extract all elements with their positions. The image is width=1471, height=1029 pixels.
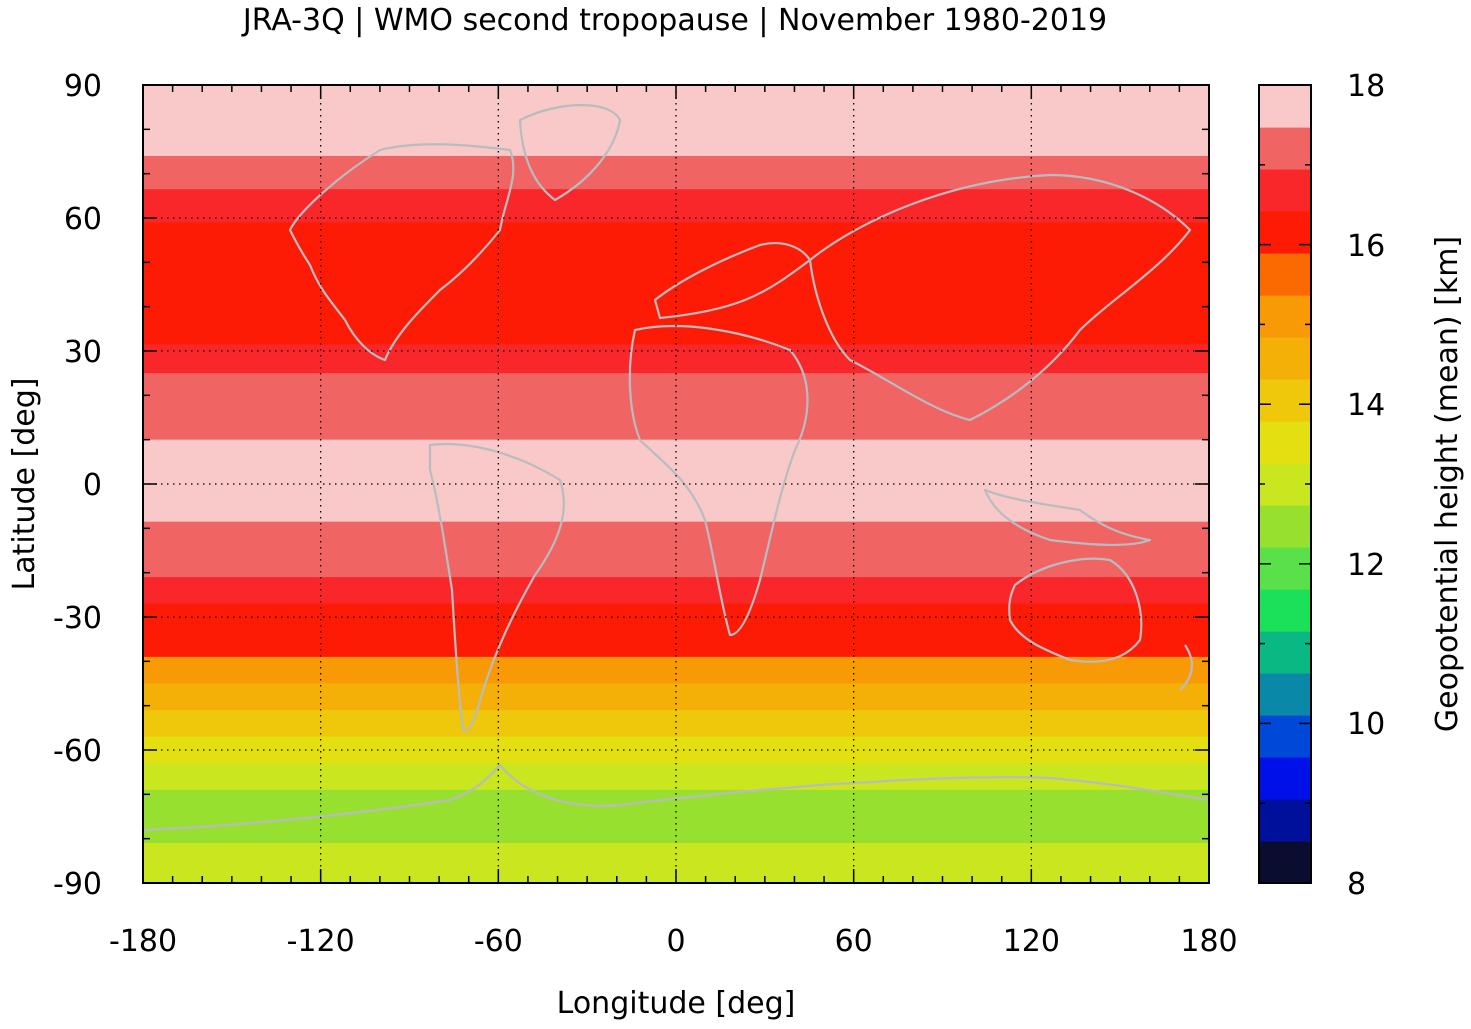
colorbar-tick-label: 16 xyxy=(1347,229,1385,264)
zonal-bands xyxy=(143,85,1209,883)
y-tick-label: 0 xyxy=(83,468,102,503)
x-axis-label: Longitude [deg] xyxy=(557,986,796,1021)
colorbar-swatch xyxy=(1259,841,1311,884)
x-tick-label: -180 xyxy=(109,924,177,959)
y-tick-label: 30 xyxy=(64,335,102,370)
colorbar-label: Geopotential height (mean) [km] xyxy=(1430,236,1465,732)
y-tick-label: -30 xyxy=(53,601,102,636)
x-tick-label: 60 xyxy=(835,924,873,959)
colorbar-swatch xyxy=(1259,211,1311,254)
africa-outline xyxy=(628,325,809,637)
colorbar-tick-label: 10 xyxy=(1347,707,1385,742)
colorbar: 18 16 14 12 10 8 Geopotential height (me… xyxy=(1258,69,1465,902)
zonal-band xyxy=(143,550,1209,578)
australia-outline xyxy=(1008,557,1143,663)
colorbar-swatch xyxy=(1259,85,1311,128)
dotted-grid xyxy=(143,85,1209,883)
y-tick-label: 90 xyxy=(64,69,102,104)
antarctica-outline xyxy=(143,763,1209,832)
colorbar-swatch xyxy=(1259,631,1311,674)
colorbar-tick-marks xyxy=(1259,84,1311,884)
y-tick-labels: 90 60 30 0 -30 -60 -90 xyxy=(53,69,102,902)
x-tick-labels: -180 -120 -60 0 60 120 180 xyxy=(109,924,1238,959)
zonal-band xyxy=(143,843,1209,868)
colorbar-swatch xyxy=(1259,169,1311,212)
x-tick-label: 120 xyxy=(1003,924,1060,959)
y-tick-label: -90 xyxy=(53,867,102,902)
zonal-band xyxy=(143,155,1209,190)
chart-title: JRA-3Q | WMO second tropopause | Novembe… xyxy=(241,3,1107,38)
indonesia-outline xyxy=(983,488,1152,547)
y-tick-label: -60 xyxy=(53,734,102,769)
y-tick-label: 60 xyxy=(64,202,102,237)
colorbar-tick-label: 12 xyxy=(1347,548,1385,583)
colorbar-swatch xyxy=(1259,799,1311,842)
colorbar-swatch xyxy=(1259,337,1311,380)
axis-tick-marks xyxy=(142,84,1210,884)
colorbar-swatch xyxy=(1259,253,1311,296)
zonal-band xyxy=(143,118,1209,157)
asia-outline xyxy=(808,173,1192,422)
colorbar-swatch xyxy=(1259,715,1311,758)
new-zealand-outline xyxy=(1179,644,1193,691)
colorbar-tick-label: 14 xyxy=(1347,388,1385,423)
zonal-band xyxy=(143,439,1209,474)
colorbar-swatches xyxy=(1259,85,1311,884)
zonal-band xyxy=(143,472,1209,496)
zonal-band xyxy=(143,344,1209,374)
zonal-band xyxy=(143,710,1209,738)
colorbar-tick-label: 18 xyxy=(1347,69,1385,104)
colorbar-swatch xyxy=(1259,127,1311,170)
north-america-outline xyxy=(288,143,515,362)
colorbar-swatch xyxy=(1259,547,1311,590)
x-tick-label: -120 xyxy=(287,924,355,959)
colorbar-swatch xyxy=(1259,589,1311,632)
colorbar-swatch xyxy=(1259,757,1311,800)
zonal-band xyxy=(143,222,1209,263)
colorbar-swatch xyxy=(1259,421,1311,464)
zonal-band xyxy=(143,577,1209,605)
x-tick-label: 0 xyxy=(666,924,685,959)
colorbar-swatch xyxy=(1259,673,1311,716)
greenland-outline xyxy=(518,104,622,202)
colorbar-swatch xyxy=(1259,295,1311,338)
colorbar-tick-label: 8 xyxy=(1347,867,1366,902)
plot-area xyxy=(143,85,1209,883)
y-axis-label: Latitude [deg] xyxy=(7,378,42,591)
south-america-outline xyxy=(428,443,565,733)
colorbar-swatch xyxy=(1259,463,1311,506)
zonal-band xyxy=(143,763,1209,791)
continent-outlines xyxy=(143,104,1209,832)
x-tick-label: 180 xyxy=(1180,924,1237,959)
x-tick-label: -60 xyxy=(474,924,523,959)
colorbar-swatch xyxy=(1259,379,1311,422)
colorbar-swatch xyxy=(1259,505,1311,548)
